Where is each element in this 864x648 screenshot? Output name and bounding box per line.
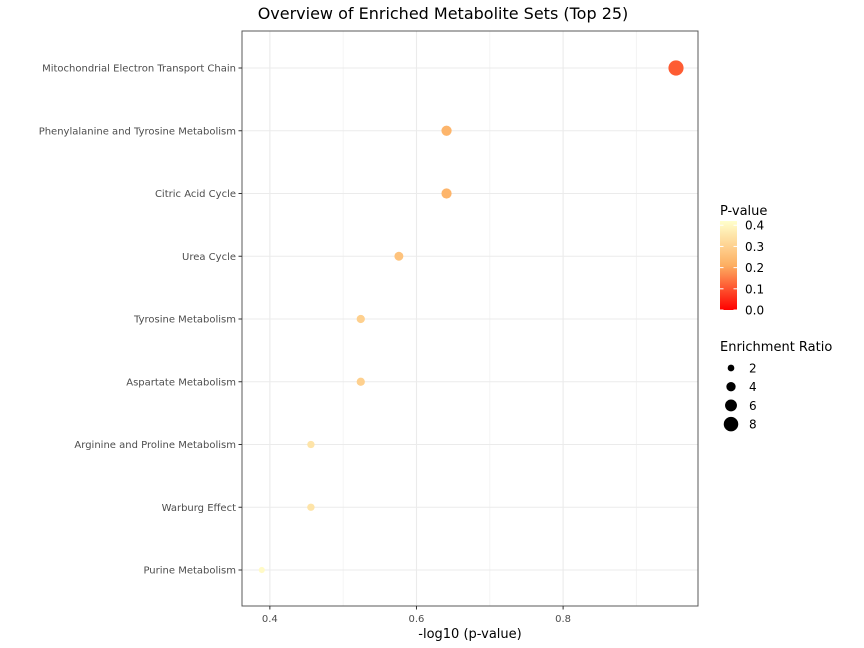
y-tick-label-6: Arginine and Proline Metabolism [74, 440, 236, 451]
y-tick-label-5: Aspartate Metabolism [126, 377, 236, 388]
point-2 [441, 188, 452, 199]
y-tick-label-7: Warburg Effect [162, 503, 236, 514]
colorbar-label-4: 0.0 [745, 304, 764, 318]
y-tick-label-1: Phenylalanine and Tyrosine Metabolism [39, 126, 236, 137]
y-axis-ticks: Mitochondrial Electron Transport Chain Ph… [39, 64, 242, 577]
point-3 [394, 251, 404, 261]
point-6 [307, 440, 315, 449]
colorbar-label-0: 0.4 [745, 219, 764, 233]
size-key-1 [726, 382, 736, 392]
point-7 [307, 503, 315, 511]
colorbar-label-1: 0.3 [745, 240, 764, 254]
x-tick-label-2: 0.8 [555, 614, 571, 625]
y-tick-label-4: Tyrosine Metabolism [133, 315, 236, 326]
point-8 [258, 566, 265, 574]
p-value-colorbar [720, 221, 737, 310]
y-tick-label-2: Citric Acid Cycle [155, 189, 236, 200]
x-tick-label-1: 0.6 [409, 614, 425, 625]
point-4 [356, 314, 365, 324]
data-points [258, 60, 684, 574]
point-1 [441, 125, 452, 136]
size-label-0: 2 [749, 362, 757, 376]
grid-lines [242, 31, 698, 606]
size-key-0 [727, 364, 735, 372]
point-0 [668, 60, 684, 76]
x-tick-label-0: 0.4 [262, 614, 278, 625]
colorbar-label-2: 0.2 [745, 261, 764, 275]
legend-enrichment-ratio-title: Enrichment Ratio [720, 340, 832, 355]
x-axis-ticks: 0.4 0.6 0.8 [262, 606, 571, 625]
legend-enrichment-ratio: Enrichment Ratio 2 4 6 8 [720, 340, 832, 432]
size-key-2 [725, 399, 737, 412]
size-key-3 [723, 416, 739, 432]
point-5 [356, 377, 365, 386]
size-label-1: 4 [749, 380, 757, 394]
chart-title: Overview of Enriched Metabolite Sets (To… [258, 4, 629, 23]
y-tick-label-3: Urea Cycle [182, 252, 236, 263]
legend-p-value-title: P-value [720, 204, 767, 219]
y-tick-label-0: Mitochondrial Electron Transport Chain [42, 64, 236, 75]
x-axis-label: -log10 (p-value) [418, 627, 521, 642]
size-label-3: 8 [749, 418, 757, 432]
colorbar-label-3: 0.1 [745, 282, 764, 296]
legend-p-value: P-value 0.4 0.3 0.2 0.1 0.0 [720, 204, 767, 318]
y-tick-label-8: Purine Metabolism [143, 566, 236, 577]
size-label-2: 6 [749, 399, 757, 413]
